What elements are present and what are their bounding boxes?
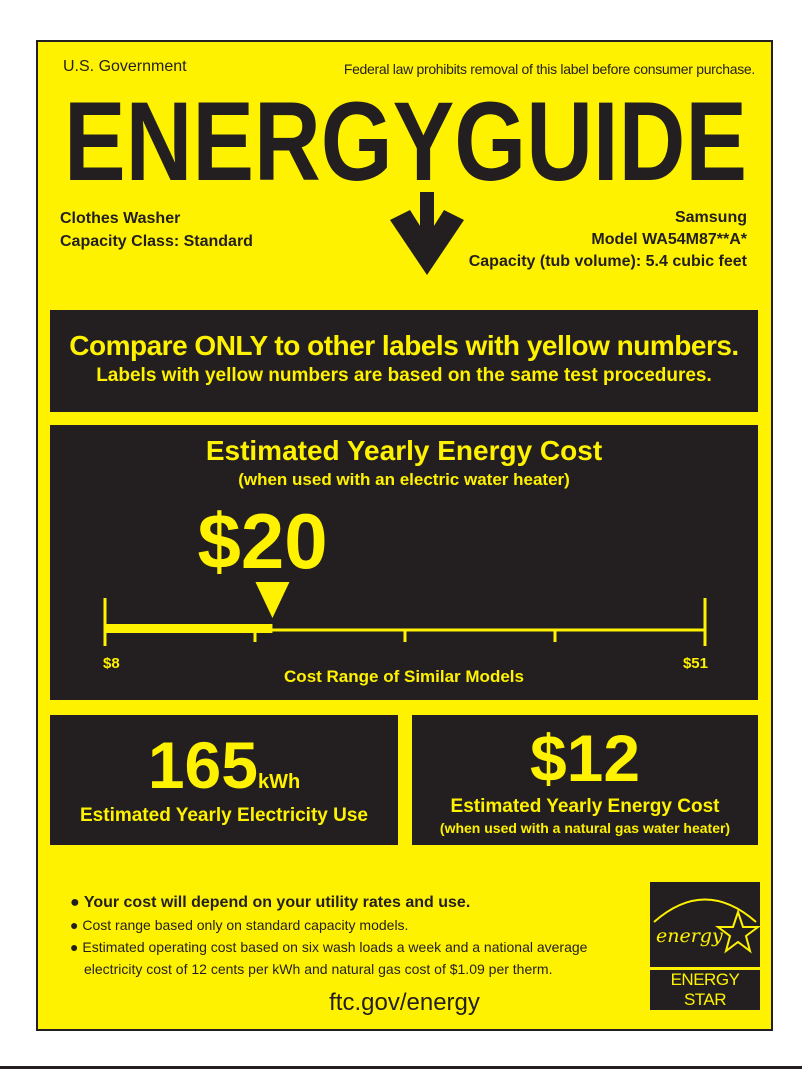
note-1: Your cost will depend on your utility ra… bbox=[83, 894, 471, 911]
notes: ● Your cost will depend on your utility … bbox=[70, 892, 587, 980]
model: Model WA54M87**A* bbox=[591, 231, 747, 248]
energy-star-icon: energy bbox=[650, 882, 760, 967]
note-3: Estimated operating cost based on six wa… bbox=[82, 939, 588, 955]
cost-subtitle: (when used with an electric water heater… bbox=[238, 470, 570, 489]
page-divider bbox=[0, 1066, 802, 1069]
note-2: Cost range based only on standard capaci… bbox=[82, 917, 409, 933]
electricity-caption: Estimated Yearly Electricity Use bbox=[80, 805, 368, 826]
cost-scale bbox=[103, 582, 707, 646]
bullet-icon: ● bbox=[70, 917, 83, 933]
bullet-icon: ● bbox=[70, 939, 83, 955]
energyguide-label: U.S. Government Federal law prohibits re… bbox=[36, 40, 773, 1031]
compare-box: Compare ONLY to other labels with yellow… bbox=[50, 310, 758, 412]
gas-value: $12 bbox=[529, 721, 641, 795]
cost-marker-triangle bbox=[255, 582, 290, 618]
scale-fill-bar bbox=[105, 624, 273, 633]
range-max: $51 bbox=[682, 655, 708, 672]
removal-notice: Federal law prohibits removal of this la… bbox=[343, 61, 755, 77]
electricity-unit: kWh bbox=[257, 771, 301, 793]
capacity-class: Capacity Class: Standard bbox=[60, 233, 253, 250]
capacity: Capacity (tub volume): 5.4 cubic feet bbox=[468, 253, 747, 270]
range-min: $8 bbox=[103, 655, 120, 672]
cost-title: Estimated Yearly Energy Cost bbox=[205, 435, 603, 466]
product-type: Clothes Washer bbox=[60, 210, 181, 227]
title-text: ENERGYGUIDE bbox=[64, 82, 747, 204]
gas-caption: Estimated Yearly Energy Cost bbox=[450, 796, 720, 817]
gas-subcaption: (when used with a natural gas water heat… bbox=[439, 820, 731, 836]
brand: Samsung bbox=[674, 209, 747, 226]
cost-value: $20 bbox=[197, 497, 328, 585]
range-caption: Cost Range of Similar Models bbox=[284, 667, 524, 686]
compare-line1: Compare ONLY to other labels with yellow… bbox=[69, 330, 739, 361]
government-text: U.S. Government bbox=[63, 58, 187, 75]
bullet-icon: ● bbox=[70, 894, 84, 911]
energy-star-logo: energy ENERGY STAR bbox=[650, 882, 760, 1010]
cost-box: Estimated Yearly Energy Cost (when used … bbox=[50, 425, 758, 700]
energyguide-title: ENERGYGUIDE bbox=[64, 82, 747, 204]
ftc-link[interactable]: ftc.gov/energy bbox=[329, 989, 480, 1016]
energy-star-label: ENERGY STAR bbox=[650, 970, 760, 1010]
gas-box: $12 Estimated Yearly Energy Cost (when u… bbox=[412, 715, 758, 845]
arrow-down-icon bbox=[390, 192, 464, 275]
electricity-box: 165kWh Estimated Yearly Electricity Use bbox=[50, 715, 398, 845]
note-4: electricity cost of 12 cents per kWh and… bbox=[84, 961, 553, 977]
electricity-value: 165 bbox=[147, 728, 258, 802]
svg-text:energy: energy bbox=[656, 925, 723, 947]
compare-line2: Labels with yellow numbers are based on … bbox=[96, 365, 712, 386]
